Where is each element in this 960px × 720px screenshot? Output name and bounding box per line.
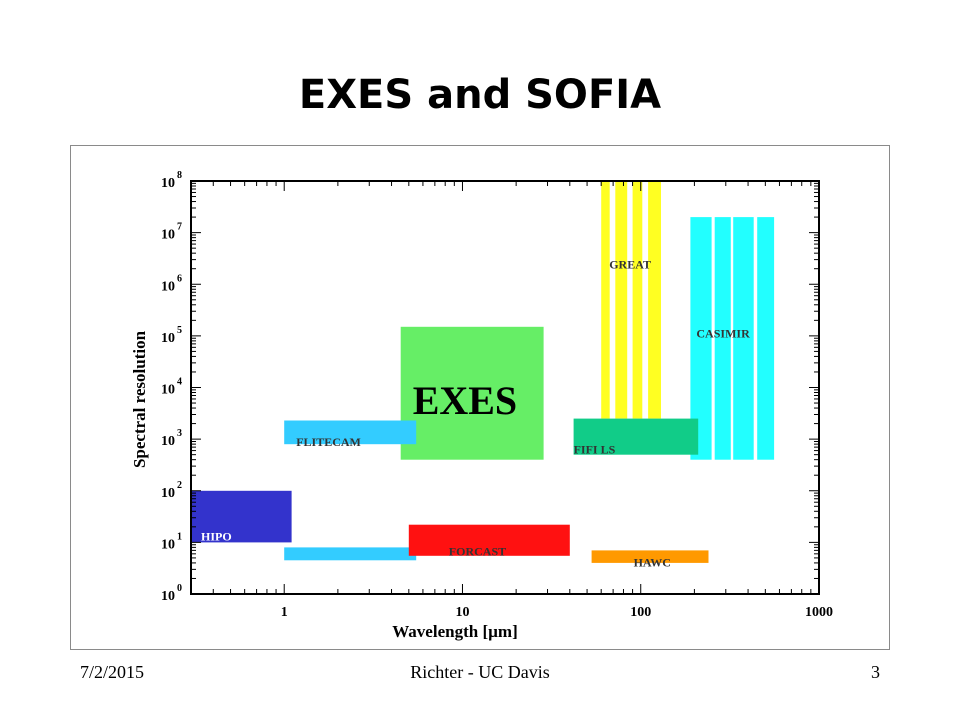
instrument-labels: EXES GREAT CASIMIR FIFI LS FLITECAM HIPO FORCA…: [201, 257, 750, 569]
region-hawc: [591, 550, 709, 563]
y-tick-exponent-3: 3: [177, 428, 182, 439]
x-tick-label-100: 100: [630, 605, 651, 620]
y-tick-label-2: 10: [161, 486, 175, 501]
y-tick-exponent-1: 1: [177, 531, 182, 542]
y-tick-label-4: 10: [161, 383, 175, 398]
region-flitecam-photometry: [284, 547, 417, 561]
label-flitecam: FLITECAM: [296, 435, 361, 449]
region-fifi-ls: [573, 418, 699, 455]
label-exes: EXES: [413, 378, 518, 423]
slide-title: EXES and SOFIA: [298, 72, 662, 118]
chart-axes: 1 10 100 1000100101102103104105106107108Wav…: [130, 170, 833, 641]
region-forcast: [408, 524, 570, 556]
y-tick-label-5: 10: [161, 331, 175, 346]
label-hawc: HAWC: [634, 556, 671, 570]
y-tick-label-6: 10: [161, 279, 175, 294]
label-hipo: HIPO: [201, 529, 232, 543]
y-tick-exponent-0: 0: [177, 583, 182, 594]
region-great-4: [648, 181, 661, 419]
y-tick-exponent-8: 8: [177, 170, 182, 181]
x-axis-title: Wavelength [µm]: [392, 622, 517, 641]
footer-page-number: 3: [871, 662, 880, 682]
x-tick-label-10: 10: [455, 605, 469, 620]
y-tick-label-1: 10: [161, 537, 175, 552]
x-tick-label-1: 1: [281, 605, 288, 620]
region-hipo: [191, 490, 292, 543]
label-casimir: CASIMIR: [696, 327, 750, 341]
region-great-3: [632, 181, 643, 419]
label-forcast: FORCAST: [449, 544, 506, 558]
y-axis-title: Spectral resolution: [130, 330, 149, 468]
y-tick-exponent-7: 7: [177, 222, 182, 233]
region-casimir-1: [690, 217, 712, 460]
label-great: GREAT: [609, 257, 651, 271]
region-casimir-4: [757, 217, 775, 460]
footer-presenter: Richter - UC Davis: [410, 662, 550, 682]
x-tick-label-1000: 1000: [805, 605, 833, 620]
region-flitecam: [284, 420, 417, 445]
instrument-regions: [191, 181, 775, 563]
spectral-resolution-chart: 1 10 100 1000100101102103104105106107108Wav…: [130, 170, 833, 641]
region-great-2: [615, 181, 628, 419]
y-tick-exponent-4: 4: [177, 377, 182, 388]
region-casimir-2: [714, 217, 731, 460]
figure-frame: 1 10 100 1000 10 0 10 1 10 2 10 3 10 4 10 5 10 6 10 7 10 8 Wav…: [70, 145, 890, 650]
region-exes: [400, 326, 544, 460]
y-tick-exponent-5: 5: [177, 325, 182, 336]
region-great-1: [601, 181, 610, 419]
region-casimir-3: [733, 217, 754, 460]
y-tick-label-0: 10: [161, 589, 175, 604]
y-tick-exponent-6: 6: [177, 273, 182, 284]
footer-date: 7/2/2015: [80, 662, 145, 682]
y-tick-label-8: 10: [161, 176, 175, 191]
y-tick-label-7: 10: [161, 228, 175, 243]
y-tick-exponent-2: 2: [177, 480, 182, 491]
label-fifi-ls: FIFI LS: [574, 443, 616, 457]
y-tick-label-3: 10: [161, 434, 175, 449]
